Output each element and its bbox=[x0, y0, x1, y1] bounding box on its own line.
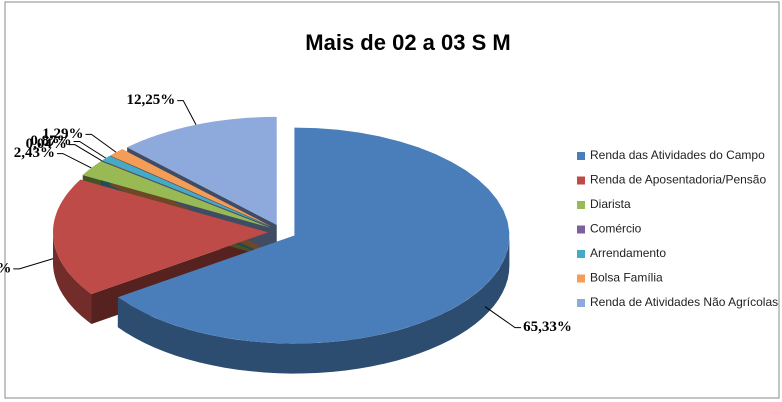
legend-label: Renda de Aposentadoria/Pensão bbox=[590, 173, 766, 187]
slice bbox=[117, 127, 510, 344]
slice bbox=[53, 179, 269, 294]
data-label: 17,79% bbox=[0, 260, 11, 276]
leader-line bbox=[177, 100, 197, 125]
legend-swatch bbox=[577, 250, 585, 258]
slice bbox=[110, 149, 272, 227]
legend-label: Renda de Atividades Não Agrícolas bbox=[590, 295, 778, 309]
legend-swatch bbox=[577, 201, 585, 209]
slice bbox=[127, 116, 277, 225]
data-label: 1,29% bbox=[42, 126, 83, 142]
slice bbox=[101, 160, 271, 228]
legend-swatch bbox=[577, 152, 585, 160]
legend-swatch bbox=[577, 225, 585, 234]
data-label: 0,04% bbox=[26, 136, 67, 152]
legend-label: Comércio bbox=[590, 222, 642, 236]
legend-swatch bbox=[577, 176, 585, 185]
slice-side bbox=[53, 232, 92, 324]
slice bbox=[102, 155, 272, 228]
leader-line bbox=[13, 258, 54, 270]
leader-line bbox=[73, 141, 107, 159]
leader-line bbox=[68, 144, 102, 162]
leader-line bbox=[484, 306, 522, 329]
legend-swatch bbox=[577, 299, 585, 307]
data-label: 12,25% bbox=[127, 92, 176, 108]
slice bbox=[82, 161, 271, 228]
data-label: 65,33% bbox=[523, 319, 572, 335]
slice-side bbox=[117, 235, 510, 374]
leader-line bbox=[85, 133, 117, 153]
legend-label: Bolsa Família bbox=[590, 271, 663, 285]
leader-line bbox=[56, 153, 92, 169]
legend-label: Renda das Atividades do Campo bbox=[590, 148, 765, 162]
legend-swatch bbox=[577, 274, 585, 283]
legend-label: Arrendamento bbox=[590, 246, 666, 260]
chart-title: Mais de 02 a 03 S M bbox=[305, 30, 510, 55]
legend-label: Diarista bbox=[590, 197, 631, 211]
data-label: 0,87% bbox=[30, 133, 71, 149]
data-label: 2,43% bbox=[14, 145, 55, 161]
